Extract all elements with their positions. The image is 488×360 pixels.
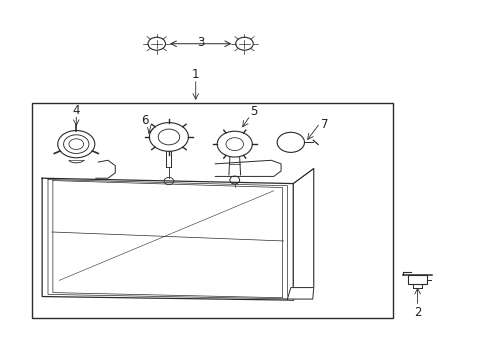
Polygon shape xyxy=(293,168,313,300)
Text: 7: 7 xyxy=(321,118,328,131)
Polygon shape xyxy=(287,288,313,299)
Polygon shape xyxy=(42,178,293,300)
Bar xyxy=(407,275,426,284)
Text: 1: 1 xyxy=(192,68,199,81)
Text: 2: 2 xyxy=(413,306,421,319)
Text: 4: 4 xyxy=(72,104,80,117)
Text: 6: 6 xyxy=(141,114,148,127)
Text: 5: 5 xyxy=(250,105,257,118)
Bar xyxy=(32,103,392,318)
Text: 3: 3 xyxy=(197,36,204,49)
